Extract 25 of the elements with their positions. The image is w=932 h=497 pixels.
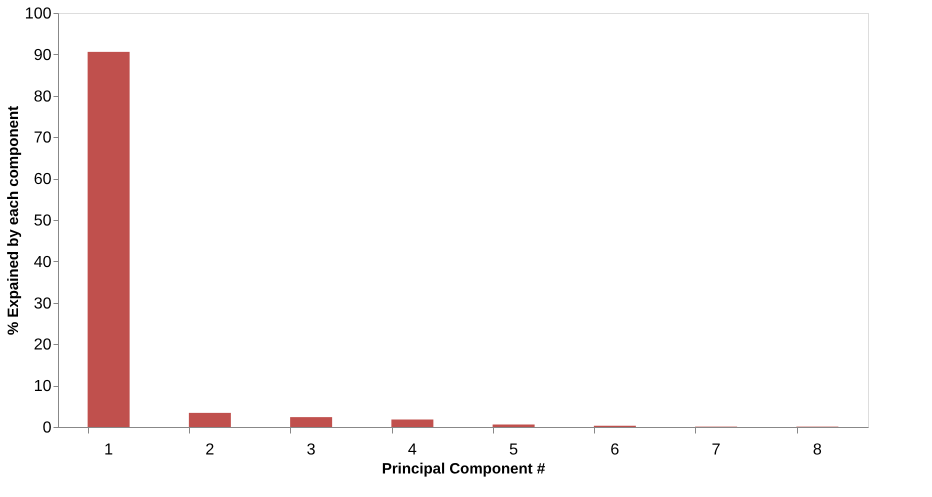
- x-tick-label: 7: [712, 442, 721, 458]
- y-tick-label: 20: [34, 336, 52, 354]
- x-tick-label: 3: [306, 442, 316, 458]
- y-tick-label: 70: [34, 130, 52, 147]
- bar: [290, 417, 332, 427]
- x-tick-label: 4: [408, 442, 417, 458]
- bar: [88, 52, 130, 427]
- y-tick-label: 50: [34, 212, 52, 230]
- y-tick-label: 90: [34, 46, 52, 64]
- bar: [188, 412, 231, 427]
- x-tick-label: 8: [812, 442, 822, 458]
- y-tick-label: 60: [34, 171, 52, 188]
- x-tick-label: 5: [509, 442, 518, 458]
- y-tick-label: 10: [34, 378, 52, 396]
- x-tick-label: 6: [610, 442, 620, 458]
- y-tick-label: 0: [42, 420, 52, 436]
- y-axis-title: % Expained by each component: [4, 106, 22, 336]
- x-axis-title: Principal Component #: [382, 460, 546, 478]
- x-tick-label: 2: [205, 442, 214, 458]
- y-tick-label: 30: [34, 295, 52, 312]
- y-tick-label: 40: [34, 254, 52, 271]
- y-tick-label: 100: [24, 6, 52, 22]
- y-tick-label: 80: [34, 88, 52, 106]
- bar: [391, 420, 434, 427]
- x-tick-label: 1: [104, 442, 114, 458]
